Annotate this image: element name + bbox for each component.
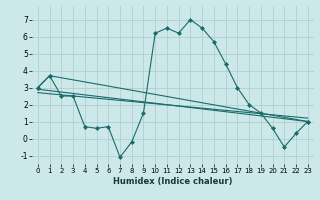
X-axis label: Humidex (Indice chaleur): Humidex (Indice chaleur) — [113, 177, 233, 186]
